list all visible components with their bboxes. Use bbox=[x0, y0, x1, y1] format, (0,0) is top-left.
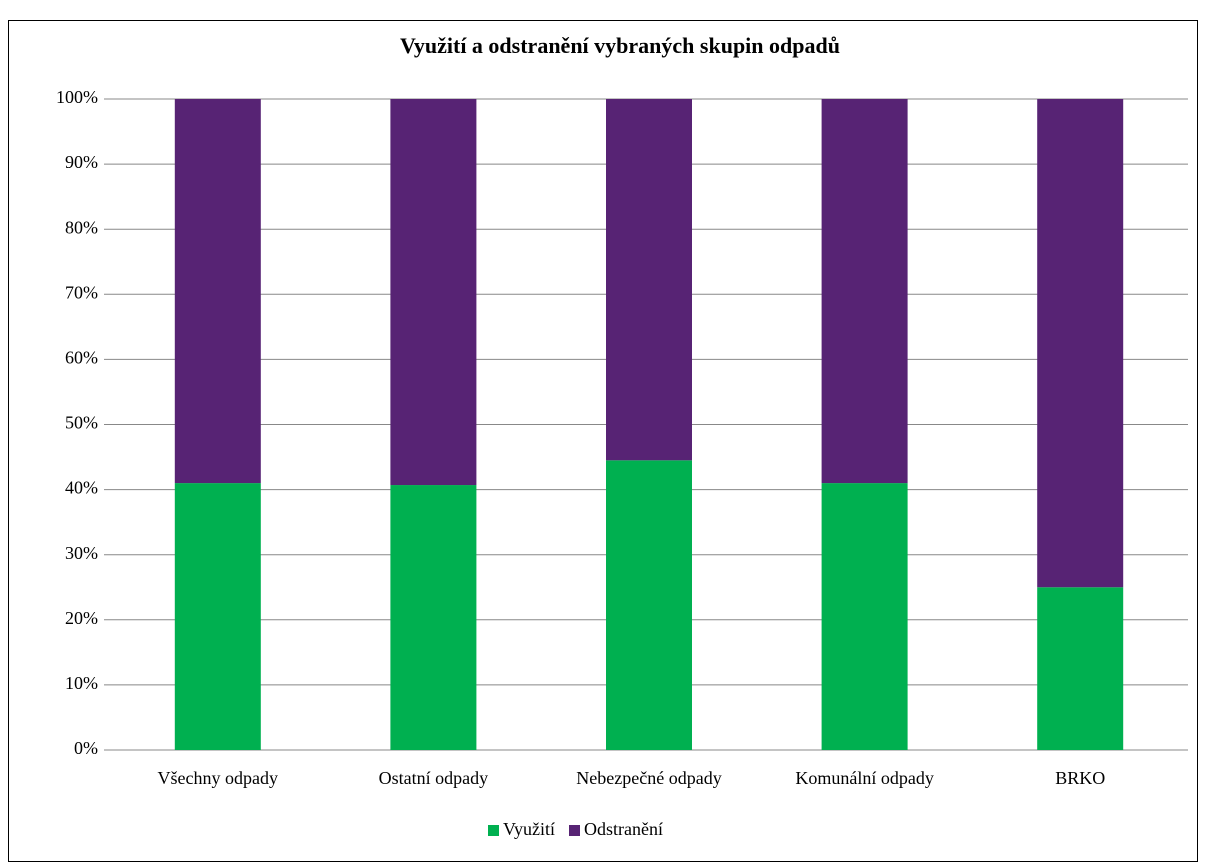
bar-segment bbox=[821, 483, 908, 750]
bar-segment bbox=[174, 99, 261, 484]
y-tick-label: 10% bbox=[65, 673, 98, 693]
bar-segment bbox=[1037, 587, 1124, 750]
legend-label: Odstranění bbox=[584, 819, 663, 839]
chart-title: Využití a odstranění vybraných skupin od… bbox=[400, 33, 840, 58]
y-tick-label: 0% bbox=[74, 738, 98, 758]
x-tick-label: Nebezpečné odpady bbox=[576, 768, 721, 788]
y-tick-label: 20% bbox=[65, 608, 98, 628]
legend-swatch bbox=[569, 825, 580, 836]
legend-swatch bbox=[488, 825, 499, 836]
y-tick-label: 30% bbox=[65, 543, 98, 563]
y-tick-label: 80% bbox=[65, 217, 98, 237]
x-tick-label: BRKO bbox=[1055, 768, 1105, 788]
x-tick-label: Komunální odpady bbox=[795, 768, 933, 788]
bar-segment bbox=[390, 485, 477, 750]
y-tick-label: 90% bbox=[65, 152, 98, 172]
y-tick-label: 100% bbox=[56, 87, 98, 107]
y-tick-label: 40% bbox=[65, 478, 98, 498]
bar-segment bbox=[1037, 99, 1124, 588]
y-tick-label: 70% bbox=[65, 282, 98, 302]
y-tick-label: 50% bbox=[65, 413, 98, 433]
bar-segment bbox=[174, 483, 261, 750]
bar-segment bbox=[606, 460, 692, 750]
bar-segment bbox=[821, 99, 908, 484]
legend-label: Využití bbox=[503, 819, 555, 839]
x-tick-label: Ostatní odpady bbox=[379, 768, 489, 788]
bar-segment bbox=[390, 99, 477, 486]
x-tick-label: Všechny odpady bbox=[158, 768, 278, 788]
bar-segment bbox=[606, 99, 692, 461]
y-tick-label: 60% bbox=[65, 348, 98, 368]
